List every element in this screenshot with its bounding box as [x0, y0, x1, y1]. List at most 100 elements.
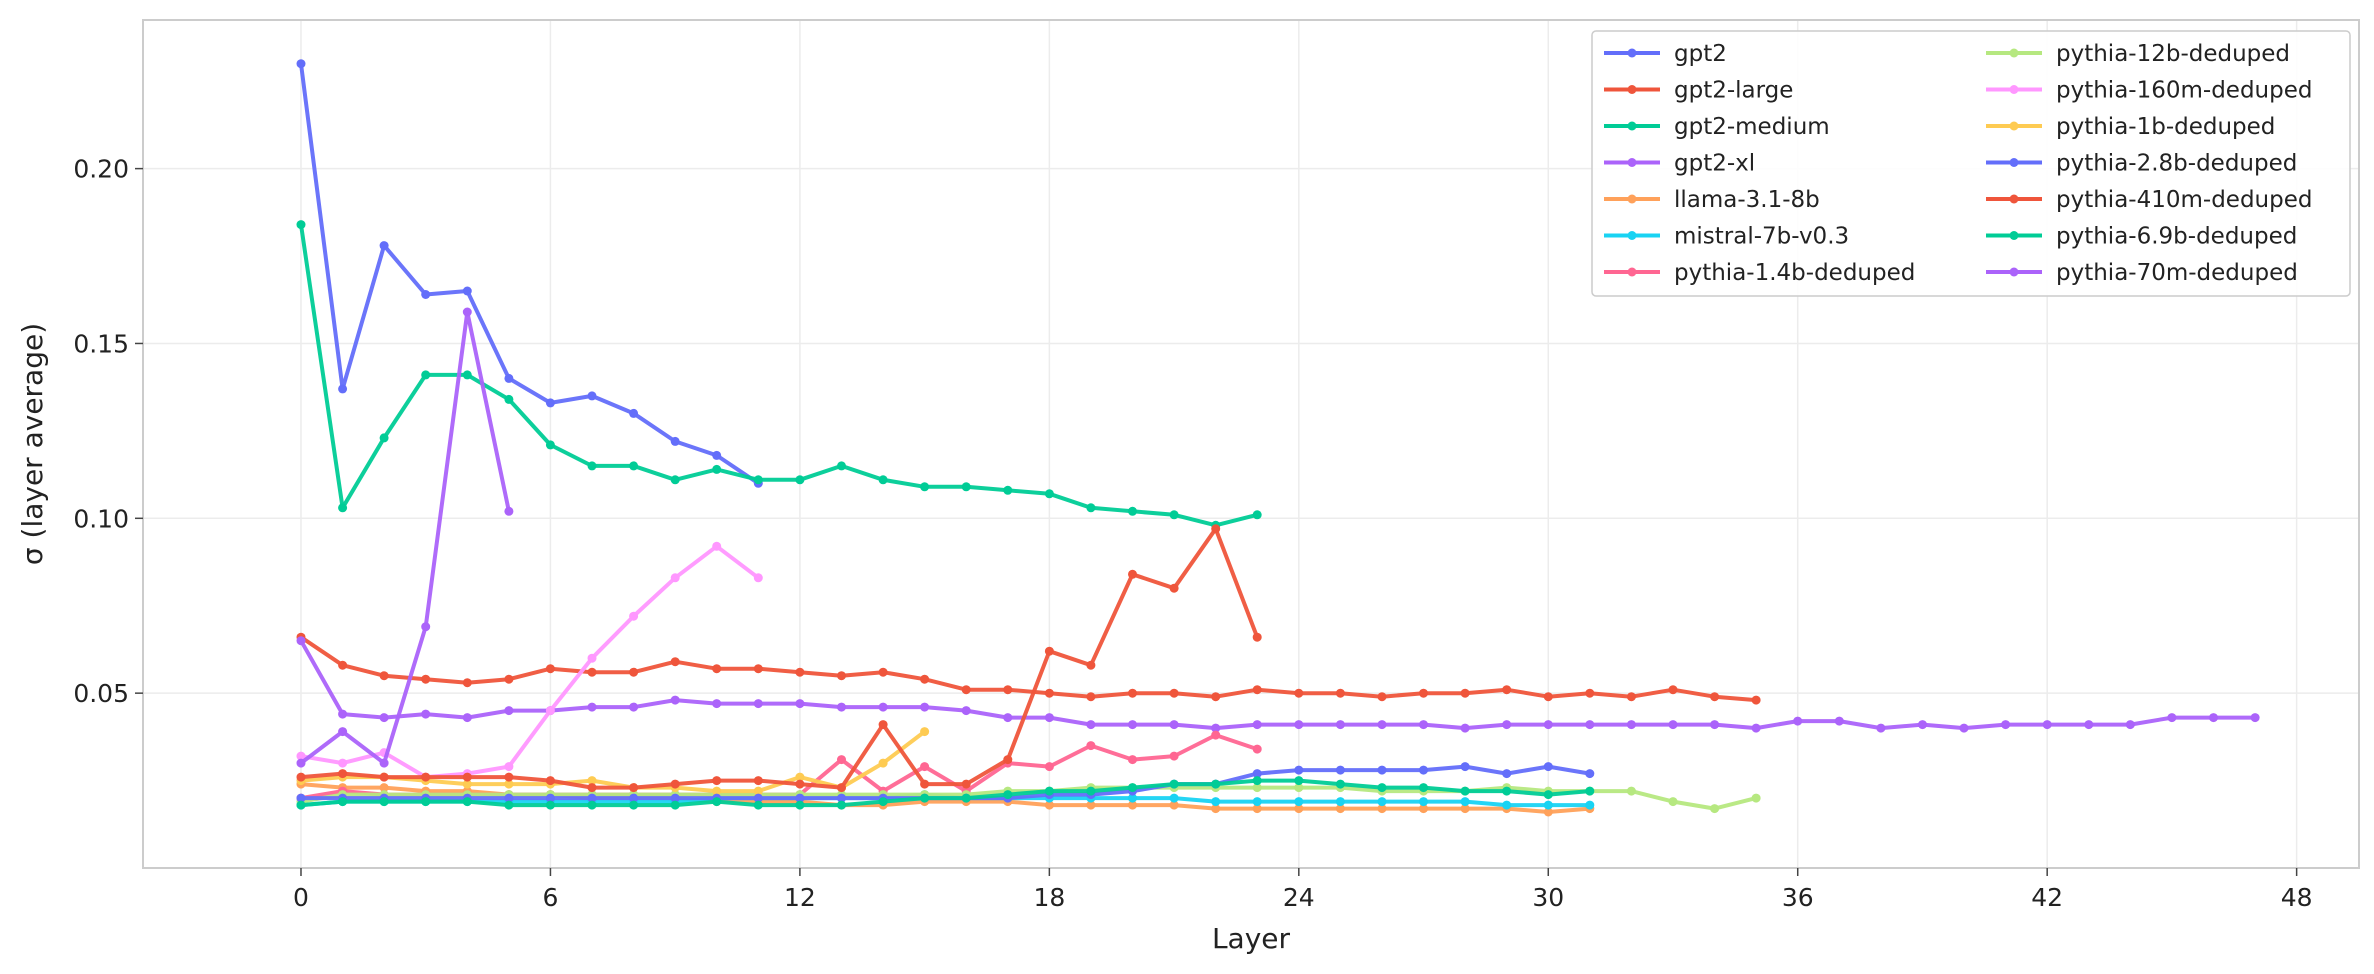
data-point [1377, 797, 1387, 807]
data-point [1252, 685, 1262, 695]
data-point [629, 611, 639, 621]
data-point [421, 709, 431, 719]
series-pythia-410m-deduped [296, 524, 1262, 793]
data-point [1502, 800, 1512, 810]
data-point [712, 797, 722, 807]
data-point [1876, 723, 1886, 733]
data-point [1086, 786, 1096, 796]
data-point [504, 506, 514, 516]
data-point [753, 800, 763, 810]
series-line [299, 310, 511, 766]
data-point [1377, 765, 1387, 775]
legend-item: pythia-1b-deduped [1986, 114, 2275, 140]
data-point [1252, 769, 1262, 779]
legend-item: pythia-2.8b-deduped [1986, 151, 2297, 177]
data-point [1585, 786, 1595, 796]
series-gpt2-large [296, 632, 1761, 705]
data-point [504, 800, 514, 810]
data-point [1585, 800, 1595, 810]
data-point [1543, 720, 1553, 730]
data-point [712, 541, 722, 551]
data-point [1044, 489, 1054, 499]
legend-item: pythia-12b-deduped [1986, 41, 2290, 67]
data-point [504, 772, 514, 782]
legend-marker [2009, 85, 2019, 94]
data-point [1211, 730, 1221, 740]
data-point [670, 657, 680, 667]
data-point [504, 394, 514, 404]
data-point [379, 671, 389, 681]
x-axis: 0 6 12 18 24 30 36 42 48 [293, 868, 2313, 912]
legend-marker [1627, 267, 1637, 277]
data-point [338, 727, 348, 737]
data-point [1335, 720, 1345, 730]
legend-label: gpt2 [1674, 41, 1727, 67]
series-line [299, 61, 761, 486]
x-tick-label: 36 [1782, 883, 1814, 912]
data-point [1377, 783, 1387, 793]
data-point [296, 800, 306, 810]
data-point [421, 797, 431, 807]
legend-item: gpt2-xl [1604, 151, 1755, 177]
data-point [1751, 695, 1761, 705]
data-point [837, 755, 846, 765]
data-point [1086, 741, 1096, 751]
data-point [421, 370, 431, 380]
legend-marker [2009, 158, 2019, 167]
y-tick-label: 0.05 [73, 679, 129, 708]
data-point [629, 800, 639, 810]
data-point [712, 699, 722, 709]
legend-marker [2009, 267, 2019, 277]
data-point [462, 678, 472, 688]
data-point [504, 674, 514, 684]
data-point [421, 674, 431, 684]
data-point [587, 702, 597, 712]
data-point [837, 793, 846, 803]
data-point [1003, 685, 1013, 695]
data-point [338, 797, 348, 807]
legend-label: gpt2-large [1674, 78, 1793, 104]
data-point [1044, 762, 1054, 772]
legend-label: pythia-12b-deduped [2056, 41, 2290, 67]
legend-marker [2009, 194, 2019, 204]
data-point [1169, 751, 1179, 761]
x-tick-label: 24 [1283, 883, 1315, 912]
data-point [670, 695, 680, 705]
x-axis-title: Layer [1212, 922, 1291, 955]
data-point [462, 772, 472, 782]
data-point [1959, 723, 1969, 733]
legend-item: pythia-6.9b-deduped [1986, 224, 2297, 250]
series-layer [296, 59, 2260, 817]
data-point [1419, 804, 1428, 814]
legend-item: pythia-410m-deduped [1986, 187, 2312, 213]
legend: gpt2 gpt2-large gpt2-medium gpt2-xl llama-3.… [1591, 30, 2351, 297]
series-line [299, 635, 1759, 703]
data-point [504, 793, 514, 803]
x-tick-label: 12 [784, 883, 816, 912]
data-point [1086, 660, 1096, 670]
data-point [587, 783, 597, 793]
data-point [1044, 800, 1054, 810]
data-point [421, 772, 431, 782]
data-point [670, 800, 680, 810]
data-point [670, 793, 680, 803]
data-point [1169, 793, 1179, 803]
legend-label: pythia-1b-deduped [2056, 114, 2275, 140]
data-point [1585, 720, 1595, 730]
x-tick-label: 48 [2281, 883, 2313, 912]
data-point [296, 59, 306, 69]
data-point [1128, 793, 1137, 803]
data-point [753, 776, 763, 786]
data-point [379, 433, 389, 443]
data-point [1252, 804, 1262, 814]
data-point [629, 783, 639, 793]
data-point [795, 667, 805, 677]
legend-marker [2009, 48, 2019, 58]
data-point [1710, 692, 1720, 702]
series-line [299, 526, 1260, 790]
data-point [920, 727, 930, 737]
data-point [1211, 779, 1221, 789]
data-point [1543, 790, 1553, 800]
data-point [878, 720, 888, 730]
